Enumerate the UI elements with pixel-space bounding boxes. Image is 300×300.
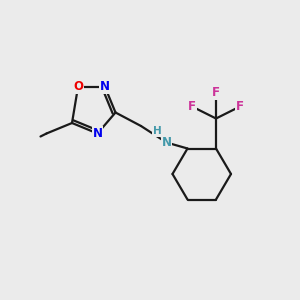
- Text: N: N: [100, 80, 110, 94]
- Text: O: O: [73, 80, 83, 94]
- Text: H: H: [152, 126, 161, 136]
- Text: F: F: [212, 86, 220, 100]
- Text: F: F: [236, 100, 244, 113]
- Text: N: N: [92, 127, 103, 140]
- Text: N: N: [161, 136, 172, 149]
- Text: F: F: [188, 100, 196, 113]
